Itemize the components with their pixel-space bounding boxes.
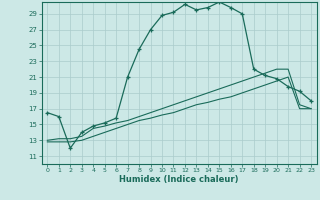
X-axis label: Humidex (Indice chaleur): Humidex (Indice chaleur) bbox=[119, 175, 239, 184]
